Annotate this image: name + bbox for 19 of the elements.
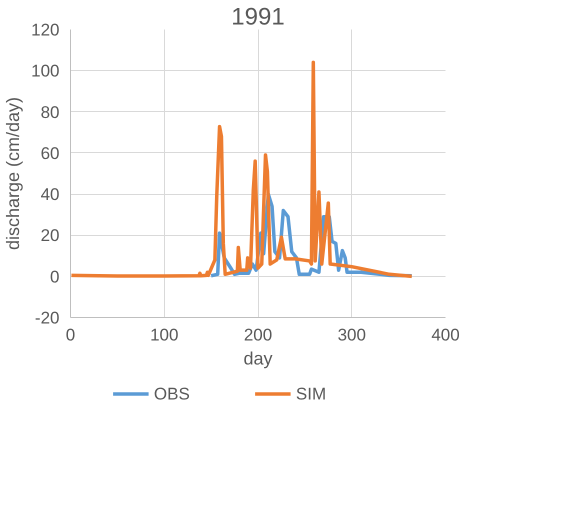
y-tick-label: 60	[40, 144, 60, 163]
x-axis-title: day	[243, 348, 273, 368]
x-tick-label: 400	[431, 326, 460, 344]
y-tick-label: 40	[40, 185, 60, 204]
line-series	[70, 60, 414, 278]
y-tick-label: 20	[40, 226, 60, 246]
y-tick-label: 120	[31, 20, 60, 40]
x-tick-label: 200	[244, 326, 272, 344]
chart-title: 1991	[231, 4, 285, 30]
x-tick-label: 100	[150, 326, 178, 344]
x-tick-label: 0	[66, 326, 76, 344]
y-tick-label: 0	[50, 267, 60, 286]
y-axis-title: discharge (cm/day)	[3, 96, 24, 250]
legend-label: OBS	[154, 384, 190, 404]
y-tick-label: 100	[31, 62, 60, 81]
y-tick-label: -20	[34, 308, 60, 328]
x-tick-label: 300	[338, 326, 366, 344]
legend-label: SIM	[296, 384, 326, 404]
y-tick-label: 80	[40, 102, 60, 122]
